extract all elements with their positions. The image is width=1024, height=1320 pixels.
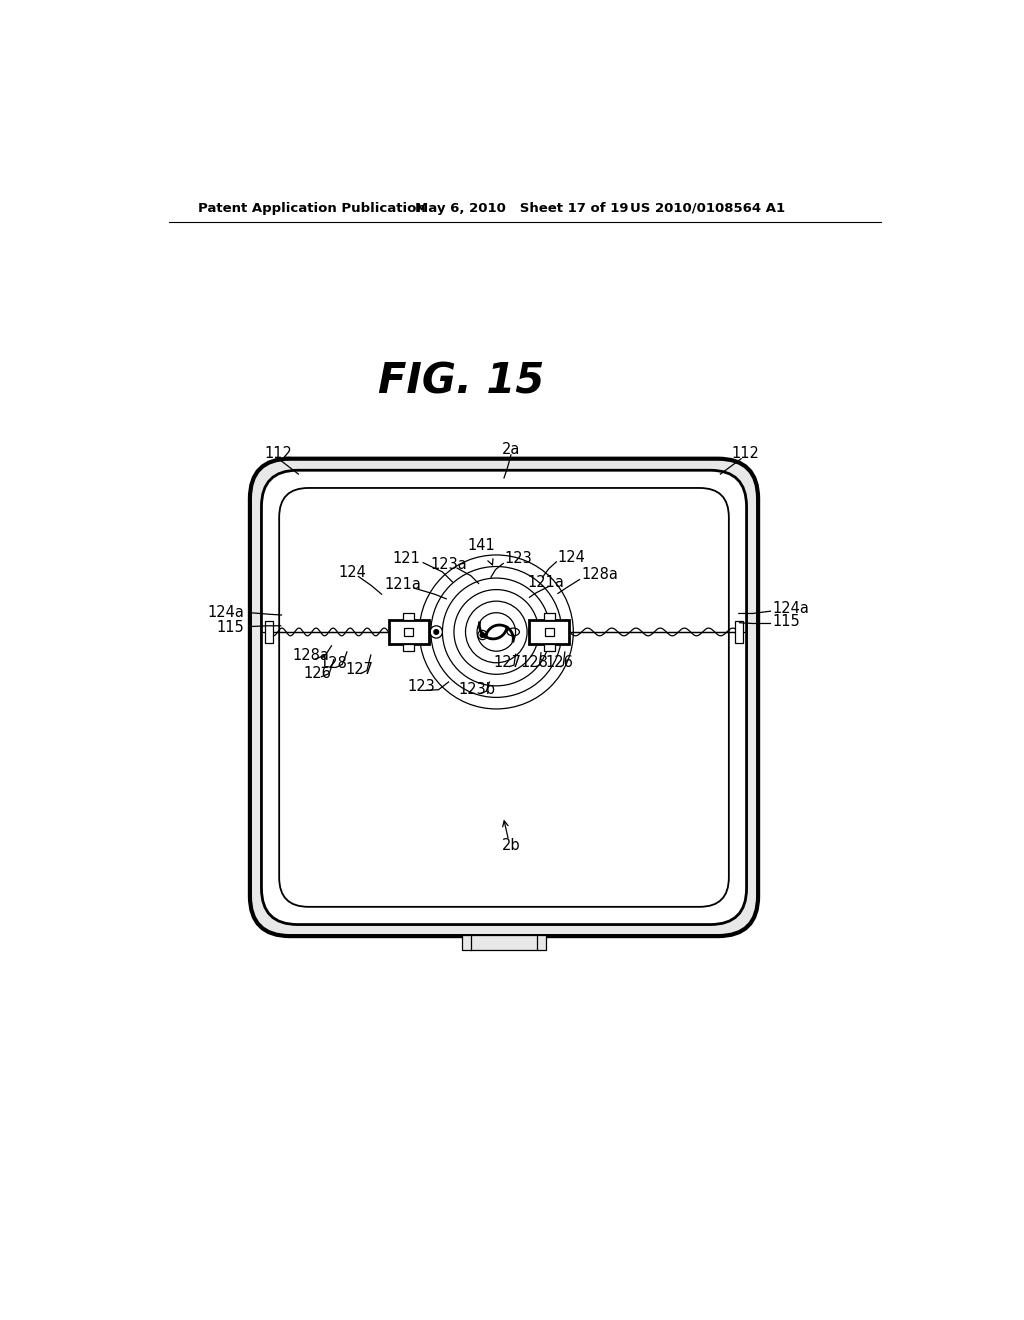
Bar (544, 612, 555, 620)
Text: 123: 123 (505, 552, 532, 566)
Circle shape (480, 632, 484, 638)
Text: 128: 128 (319, 656, 348, 671)
Text: 128a: 128a (292, 648, 329, 663)
Bar (265, 622, 273, 643)
Text: 127: 127 (345, 663, 374, 677)
Text: 112: 112 (731, 446, 759, 461)
Text: 115: 115 (772, 614, 800, 630)
Text: 112: 112 (264, 446, 292, 461)
Bar (403, 628, 413, 636)
Bar (544, 644, 555, 651)
FancyBboxPatch shape (250, 459, 758, 936)
Text: 128a: 128a (581, 568, 617, 582)
Circle shape (434, 630, 438, 635)
Text: 123: 123 (408, 678, 435, 694)
Text: 124a: 124a (208, 605, 245, 620)
Bar (545, 628, 554, 636)
Text: 126: 126 (303, 667, 331, 681)
Text: 2b: 2b (502, 838, 520, 853)
Text: 124: 124 (338, 565, 367, 581)
Text: FIG. 15: FIG. 15 (379, 360, 545, 403)
Bar (529, 620, 569, 644)
Bar (403, 612, 414, 620)
Text: Patent Application Publication: Patent Application Publication (199, 202, 426, 215)
Text: 124a: 124a (772, 601, 809, 615)
Circle shape (528, 626, 541, 638)
Text: 123a: 123a (430, 557, 467, 572)
Text: 126: 126 (546, 655, 573, 671)
Text: 115: 115 (217, 620, 245, 635)
Bar (403, 644, 414, 651)
Text: 121a: 121a (528, 576, 565, 590)
Text: 123b: 123b (459, 682, 496, 697)
Circle shape (430, 626, 442, 638)
FancyBboxPatch shape (280, 488, 729, 907)
Text: 127: 127 (494, 655, 522, 671)
FancyBboxPatch shape (261, 470, 746, 924)
Text: 121: 121 (392, 552, 420, 566)
Text: US 2010/0108564 A1: US 2010/0108564 A1 (630, 202, 784, 215)
Text: 121a: 121a (385, 577, 422, 593)
Bar (462, 935, 547, 950)
Text: 124: 124 (558, 549, 586, 565)
Circle shape (532, 630, 538, 635)
Text: 128: 128 (521, 655, 549, 671)
Bar (388, 620, 429, 644)
Text: 2a: 2a (502, 442, 520, 457)
Text: May 6, 2010   Sheet 17 of 19: May 6, 2010 Sheet 17 of 19 (416, 202, 629, 215)
Bar (735, 622, 742, 643)
Text: 141: 141 (467, 539, 495, 553)
